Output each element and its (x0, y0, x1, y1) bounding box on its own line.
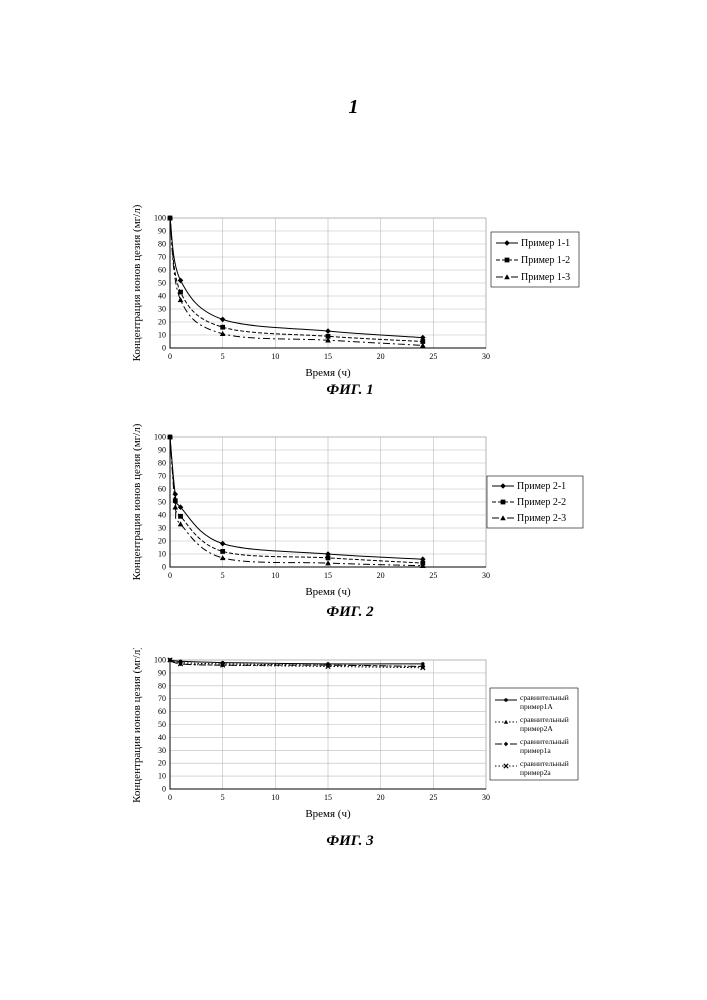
chart1-ytick-label: 60 (158, 266, 166, 275)
chart3-xtick-label: 0 (168, 793, 172, 802)
chart2-ytick-label: 90 (158, 446, 166, 455)
chart3-legend-swatch-marker (504, 698, 508, 702)
chart2-ytick-label: 20 (158, 537, 166, 546)
chart1-ytick-label: 80 (158, 240, 166, 249)
chart3-legend-label-4: сравнительный (520, 759, 569, 768)
chart3-ytick-label: 0 (162, 785, 166, 794)
chart1-xtick-label: 15 (324, 352, 332, 361)
chart2-ytick-label: 100 (154, 433, 166, 442)
chart3-legend-label-2: пример2A (520, 724, 553, 733)
chart3-xtick-label: 20 (377, 793, 385, 802)
chart3-legend-label-3: пример1а (520, 746, 551, 755)
chart3-y-axis-label: Концентрация ионов цезия (мг/л) (131, 648, 143, 803)
chart2-xtick-label: 20 (377, 571, 385, 580)
chart1-legend-swatch-marker (505, 258, 510, 263)
chart2-ytick-label: 80 (158, 459, 166, 468)
chart1-xtick-label: 0 (168, 352, 172, 361)
chart3-legend-label-1: пример1A (520, 702, 553, 711)
chart1-ytick-label: 0 (162, 344, 166, 353)
chart1-xtick-label: 20 (377, 352, 385, 361)
chart2-ytick-label: 40 (158, 511, 166, 520)
chart3-xtick-label: 10 (271, 793, 279, 802)
chart1-series-2-point-3 (220, 325, 225, 330)
chart3-ytick-label: 50 (158, 720, 166, 729)
chart3-xtick-label: 5 (221, 793, 225, 802)
chart2-ytick-label: 30 (158, 524, 166, 533)
chart3-ytick-label: 30 (158, 746, 166, 755)
chart3-xtick-label: 25 (429, 793, 437, 802)
chart3-ytick-label: 100 (154, 656, 166, 665)
chart2-xtick-label: 10 (271, 571, 279, 580)
chart3-legend: сравнительныйпример1Aсравнительныйпример… (490, 688, 578, 780)
chart1-ytick-label: 90 (158, 227, 166, 236)
chart2-ytick-label: 70 (158, 472, 166, 481)
chart3-ytick-label: 80 (158, 681, 166, 690)
chart2-ytick-label: 60 (158, 485, 166, 494)
chart2-series-2-point-2 (173, 498, 178, 503)
chart1-xtick-label: 30 (482, 352, 490, 361)
chart3-ytick-label: 90 (158, 668, 166, 677)
chart1-x-axis-label: Время (ч) (305, 367, 351, 379)
chart3-xtick-label: 30 (482, 793, 490, 802)
chart1-legend-label-1: Пример 1-1 (521, 238, 570, 249)
figure-1-caption: ФИГ. 1 (290, 382, 410, 399)
chart3-ytick-label: 40 (158, 733, 166, 742)
figure-2-chart: 0 10 20 30 40 50 60 70 80 90 100 0 5 10 15 20 25 30 Время … (0, 422, 707, 602)
chart3-ytick-label: 70 (158, 694, 166, 703)
chart1-series-2-point-2 (178, 290, 183, 295)
chart1-xtick-label: 10 (271, 352, 279, 361)
chart1-ytick-label: 50 (158, 279, 166, 288)
chart2-xtick-label: 25 (429, 571, 437, 580)
figure-3-caption: ФИГ. 3 (290, 833, 410, 850)
chart2-legend-label-1: Пример 2-1 (517, 481, 566, 492)
chart2-series-2-point-5 (326, 556, 331, 561)
chart2-xtick-label: 30 (482, 571, 490, 580)
page-number: 1 (0, 96, 707, 119)
chart1-legend: Пример 1-1 Пример 1-2 Пример 1-3 (491, 232, 579, 287)
chart1-legend-label-3: Пример 1-3 (521, 272, 570, 283)
chart1-y-axis-label: Концентрация ионов цезия (мг/л) (131, 204, 143, 361)
chart2-y-axis-label: Концентрация ионов цезия (мг/л) (131, 423, 143, 580)
chart3-ytick-label: 10 (158, 772, 166, 781)
chart3-x-axis-label: Время (ч) (305, 808, 351, 820)
chart1-ytick-label: 40 (158, 292, 166, 301)
chart1-ytick-label: 10 (158, 331, 166, 340)
chart3-legend-label-1: сравнительный (520, 693, 569, 702)
figure-3-chart: 0 10 20 30 40 50 60 70 80 90 100 0 5 10 15 20 25 30 Время … (0, 648, 707, 833)
figure-2-caption: ФИГ. 2 (290, 604, 410, 621)
chart2-xtick-label: 0 (168, 571, 172, 580)
chart2-x-axis-label: Время (ч) (305, 586, 351, 598)
chart3-legend-label-3: сравнительный (520, 737, 569, 746)
chart1-ytick-label: 20 (158, 318, 166, 327)
chart2-xtick-label: 15 (324, 571, 332, 580)
chart2-ytick-label: 10 (158, 550, 166, 559)
chart1-legend-label-2: Пример 1-2 (521, 255, 570, 266)
chart2-series-2-point-3 (178, 514, 183, 519)
chart2-ytick-label: 0 (162, 563, 166, 572)
chart2-xtick-label: 5 (221, 571, 225, 580)
chart3-ytick-label: 20 (158, 759, 166, 768)
figure-1-chart: 0 10 20 30 40 50 60 70 80 90 100 0 5 10 15 20 25 30 Время … (0, 200, 707, 380)
chart1-xtick-label: 5 (221, 352, 225, 361)
chart1-ytick-label: 30 (158, 305, 166, 314)
chart2-legend-label-3: Пример 2-3 (517, 513, 566, 524)
chart2-legend: Пример 2-1 Пример 2-2 Пример 2-3 (487, 476, 583, 528)
chart2-legend-swatch-marker (501, 500, 506, 505)
chart3-legend-label-4: пример2а (520, 768, 551, 777)
chart1-ytick-label: 100 (154, 214, 166, 223)
chart3-ytick-label: 60 (158, 707, 166, 716)
chart2-ytick-label: 50 (158, 498, 166, 507)
chart2-series-2-point-4 (220, 549, 225, 554)
chart2-legend-label-2: Пример 2-2 (517, 497, 566, 508)
chart3-xtick-label: 15 (324, 793, 332, 802)
chart1-ytick-label: 70 (158, 253, 166, 262)
chart1-xtick-label: 25 (429, 352, 437, 361)
chart3-legend-label-2: сравнительный (520, 715, 569, 724)
